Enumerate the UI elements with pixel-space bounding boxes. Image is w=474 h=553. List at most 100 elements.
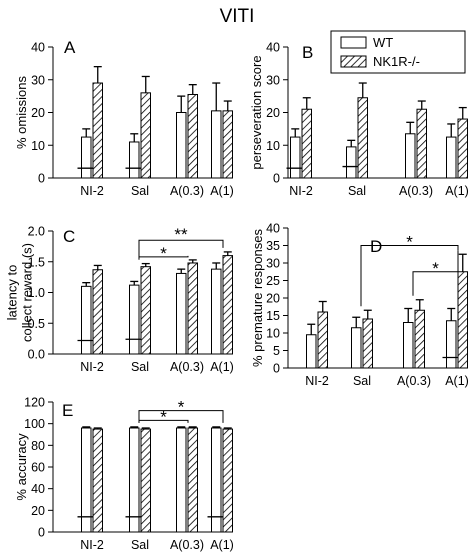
y-tick-label: 20	[31, 504, 45, 518]
x-tick-label: A(1)	[445, 374, 469, 388]
significance-label: *	[160, 244, 167, 263]
y-tick-label: 80	[31, 439, 45, 453]
panels: 0 10 20 30 40 % omissions A NI-2 Sal A(0.3) A(1) 0 1…	[5, 38, 469, 552]
bar-wt	[446, 136, 457, 179]
bar-wt	[176, 272, 187, 355]
panel-letter: D	[370, 237, 382, 256]
x-tick-label: A(1)	[210, 360, 234, 374]
bar-nk1r	[92, 82, 103, 179]
panel-letter: B	[302, 43, 313, 62]
y-tick-label: 0.0	[28, 348, 45, 362]
y-tick-label: 10	[266, 327, 280, 341]
legend-label-wt: WT	[373, 35, 393, 50]
bar-nk1r	[222, 110, 233, 179]
panel-c: 0.0 0.5 1.0 1.5 2.0 latency tocollect reward …	[5, 225, 234, 375]
x-tick-label: NI-2	[289, 184, 313, 198]
bar-nk1r	[222, 428, 233, 533]
bar-nk1r	[140, 266, 151, 355]
bar-nk1r	[301, 108, 312, 179]
legend: WT NK1R-/-	[330, 30, 466, 74]
panel-a: 0 10 20 30 40 % omissions A NI-2 Sal A(0.3) A(1)	[14, 38, 234, 198]
bar-nk1r	[414, 309, 425, 369]
bar-wt	[351, 327, 362, 369]
x-tick-label: NI-2	[80, 184, 104, 198]
panel-letter: A	[64, 38, 76, 57]
y-axis-label: perseveration score	[249, 55, 264, 169]
significance-bracket	[138, 255, 189, 260]
y-axis-label: % premature responses	[250, 228, 265, 367]
x-tick-label: NI-2	[305, 374, 329, 388]
significance-bracket	[412, 250, 459, 296]
bar-wt	[346, 146, 357, 179]
y-tick-label: 120	[24, 396, 45, 410]
y-tick-label: 0.5	[28, 317, 45, 331]
y-tick-label: 10	[266, 139, 280, 153]
significance-label: *	[406, 233, 413, 252]
figure-title: VITI	[220, 6, 255, 27]
bar-nk1r	[362, 318, 373, 369]
y-tick-label: 40	[31, 482, 45, 496]
y-axis-label: % accuracy	[14, 433, 29, 501]
bar-nk1r	[140, 428, 151, 533]
y-tick-label: 0	[273, 172, 280, 186]
x-tick-label: A(1)	[210, 538, 234, 552]
y-tick-label: 1.0	[28, 286, 45, 300]
bar-nk1r	[317, 311, 328, 369]
y-axis-label: % omissions	[14, 76, 29, 149]
significance-label: *	[160, 407, 167, 426]
y-tick-label: 30	[266, 257, 280, 271]
y-tick-label: 10	[31, 139, 45, 153]
significance-bracket	[138, 419, 189, 423]
bar-wt	[129, 284, 140, 355]
panel-letter: E	[62, 401, 73, 420]
y-tick-label: 0	[273, 362, 280, 376]
bar-wt	[211, 427, 222, 533]
bar-wt	[81, 285, 92, 355]
bar-wt	[81, 136, 92, 179]
x-tick-label: NI-2	[80, 538, 104, 552]
significance-bracket	[138, 239, 224, 260]
x-tick-label: NI-2	[80, 360, 104, 374]
bar-wt	[403, 322, 414, 369]
bar-wt	[176, 427, 187, 533]
significance-bracket	[360, 245, 459, 307]
bar-wt	[129, 141, 140, 179]
bar-wt	[446, 320, 457, 369]
bar-wt	[176, 112, 187, 179]
legend-swatch-wt	[340, 36, 367, 49]
y-axis-label: latency tocollect reward (s)	[5, 243, 35, 342]
bar-nk1r	[92, 428, 103, 533]
y-tick-label: 20	[266, 106, 280, 120]
x-tick-label: Sal	[348, 184, 366, 198]
bar-wt	[405, 133, 416, 179]
y-tick-label: 100	[24, 417, 45, 431]
legend-swatch-nk1r	[340, 55, 367, 68]
y-tick-label: 30	[31, 73, 45, 87]
y-tick-label: 0	[38, 526, 45, 540]
bar-nk1r	[457, 118, 468, 179]
bar-nk1r	[140, 92, 151, 179]
bar-nk1r	[416, 108, 427, 179]
y-tick-label: 20	[31, 106, 45, 120]
x-tick-label: Sal	[131, 360, 149, 374]
legend-label-nk1r: NK1R-/-	[373, 54, 420, 69]
panel-letter: C	[63, 227, 75, 246]
x-tick-label: Sal	[131, 184, 149, 198]
y-tick-label: 40	[31, 41, 45, 55]
panel-e: 0 20 40 60 80 100 120 % accuracy E NI-2 Sal A(0.3) A…	[14, 396, 234, 553]
y-tick-label: 60	[31, 461, 45, 475]
bar-nk1r	[187, 93, 198, 179]
bar-nk1r	[357, 97, 368, 179]
x-tick-label: Sal	[353, 374, 371, 388]
bar-wt	[211, 268, 222, 355]
y-tick-label: 20	[266, 292, 280, 306]
significance-label: *	[432, 259, 439, 278]
bar-wt	[81, 427, 92, 533]
bar-wt	[290, 136, 301, 179]
y-tick-label: 15	[266, 309, 280, 323]
y-tick-label: 35	[266, 239, 280, 253]
x-tick-label: A(0.3)	[170, 184, 204, 198]
x-tick-label: Sal	[131, 538, 149, 552]
